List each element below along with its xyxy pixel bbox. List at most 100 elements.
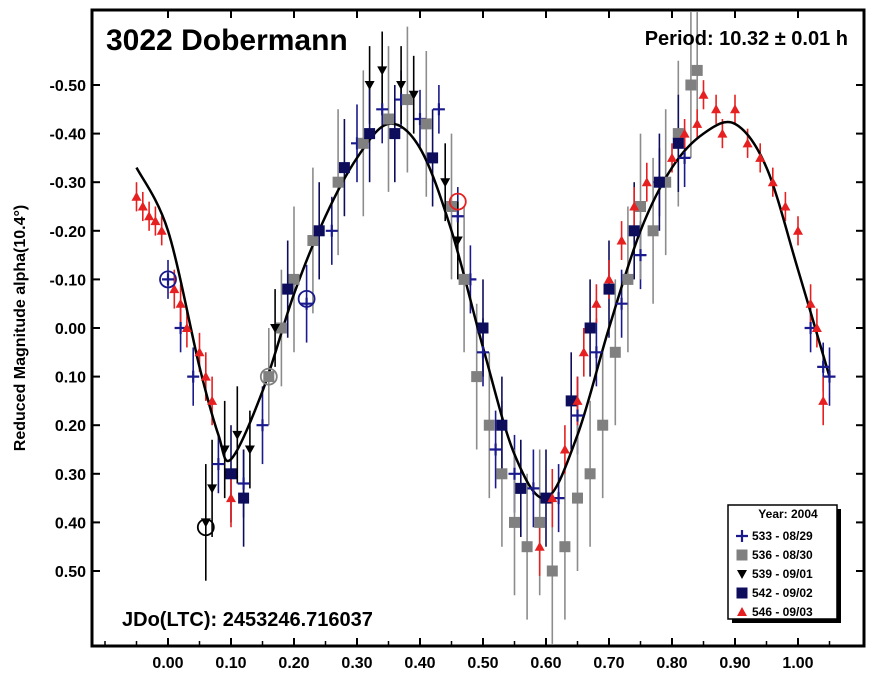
data-point (137, 201, 148, 211)
data-point (817, 360, 830, 373)
legend-entry-label: 542 - 09/02 (752, 586, 813, 600)
data-point (432, 103, 445, 116)
data-point (451, 210, 464, 223)
data-point (616, 235, 627, 245)
data-point (672, 137, 684, 149)
data-point (376, 103, 389, 116)
data-point (678, 151, 691, 164)
data-point (477, 346, 489, 359)
data-point (181, 323, 192, 332)
data-point (811, 323, 822, 332)
legend: Year: 2004 533 - 08/29 536 - 08/30 539 - 0… (727, 504, 841, 623)
circled-points (159, 192, 467, 537)
data-point (667, 152, 677, 162)
fit-layer (135, 120, 831, 500)
data-point (818, 395, 829, 405)
data-point (496, 419, 508, 431)
data-point (396, 81, 407, 90)
legend-entry-label: 539 - 09/01 (752, 567, 813, 581)
circled-point (297, 289, 316, 308)
data-point (357, 137, 369, 149)
data-point (767, 177, 778, 187)
data-point (313, 225, 325, 237)
data-point (238, 492, 250, 504)
legend-entry-label: 533 - 08/29 (752, 529, 813, 543)
data-point (698, 89, 709, 99)
data-point (187, 370, 200, 383)
data-point (452, 236, 463, 246)
y-tick-label: -0.50 (50, 78, 87, 95)
data-point (270, 324, 281, 333)
circled-point (259, 367, 278, 386)
chart-title: 3022 Dobermann (106, 24, 348, 57)
data-point (225, 468, 237, 480)
data-point (584, 322, 596, 334)
data-point (263, 371, 275, 383)
data-point (477, 322, 489, 334)
y-tick-label: -0.20 (50, 224, 87, 241)
data-point (572, 492, 583, 504)
data-point (194, 347, 205, 357)
data-point (338, 162, 350, 174)
data-point (572, 395, 583, 405)
data-point (332, 176, 344, 188)
data-point (641, 177, 652, 187)
epoch-label: JDo(LTC): 2453246.716037 (122, 609, 373, 631)
data-point (440, 178, 451, 188)
data-point (515, 482, 527, 494)
data-point (389, 128, 401, 140)
y-tick-label: 0.10 (55, 370, 86, 387)
data-point (736, 549, 748, 561)
data-point (559, 444, 570, 454)
data-point (288, 273, 300, 285)
y-tick-label: 0.00 (55, 321, 86, 338)
data-point (162, 273, 174, 286)
data-point (364, 128, 376, 140)
data-point (546, 565, 558, 577)
data-point (471, 371, 483, 383)
data-point (629, 201, 640, 211)
legend-shadow (837, 509, 841, 623)
data-point (420, 118, 432, 130)
data-point (256, 419, 269, 432)
data-point (547, 493, 558, 503)
data-point (711, 104, 722, 114)
data-point (496, 468, 508, 480)
data-point (603, 283, 615, 295)
data-point (383, 113, 394, 125)
data-point (597, 419, 609, 431)
axes: 0.00 0.10 0.20 0.30 0.40 0.50 0.60 0.70 0.80 0.90… (50, 10, 864, 672)
data-point (628, 225, 640, 237)
data-point (244, 445, 255, 455)
legend-entries: 533 - 08/29 536 - 08/30 539 - 09/01 542 - 0… (736, 529, 813, 619)
data-point (805, 298, 816, 308)
data-point (578, 347, 589, 357)
data-point (207, 484, 218, 494)
fit-curve (135, 120, 831, 500)
x-tick-label: 0.10 (215, 655, 246, 672)
x-tick-label: 0.70 (593, 655, 624, 672)
x-tick-label: 0.90 (719, 655, 750, 672)
y-tick-label: 0.30 (55, 467, 86, 484)
data-point (622, 273, 634, 285)
data-point (717, 128, 728, 138)
data-point (427, 152, 439, 164)
data-point (736, 530, 748, 542)
data-point (307, 235, 319, 247)
legend-entry-label: 546 - 09/03 (752, 605, 813, 619)
data-point (408, 90, 419, 100)
x-tick-label: 0.60 (530, 655, 561, 672)
data-point (590, 346, 603, 359)
y-tick-label: 0.40 (55, 515, 86, 532)
data-point (169, 284, 180, 294)
y-tick-label: 0.20 (55, 418, 86, 435)
data-point (219, 445, 230, 455)
legend-box (727, 504, 838, 620)
data-point (232, 430, 243, 440)
data-point (144, 211, 155, 221)
data-point (793, 225, 803, 235)
legend-entry-label: 536 - 08/30 (752, 548, 813, 562)
data-point (401, 94, 413, 106)
data-point (780, 201, 791, 211)
data-points (131, 64, 836, 577)
